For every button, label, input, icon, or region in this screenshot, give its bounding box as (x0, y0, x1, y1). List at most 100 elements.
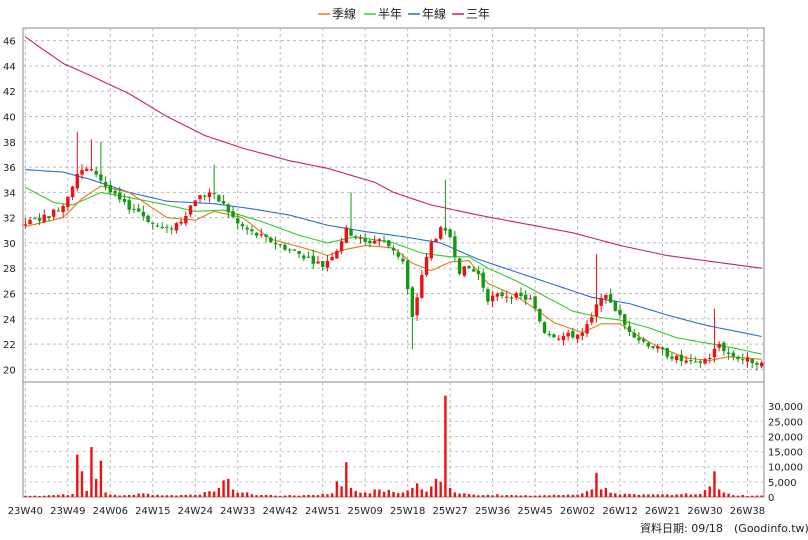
candle-body (283, 244, 287, 250)
candle-body (155, 225, 160, 227)
volume-bar (330, 493, 334, 497)
volume-bar (161, 495, 164, 497)
candle-body (240, 224, 245, 227)
candle-body (660, 347, 665, 350)
candle-body (693, 361, 698, 363)
volume-bar (609, 492, 612, 497)
candle-body (94, 170, 98, 175)
candle-body (656, 346, 660, 349)
volume-bar (538, 495, 542, 497)
candle-body (236, 218, 240, 224)
volume-bar (694, 494, 697, 497)
candle-body (566, 332, 570, 337)
candle-body (127, 200, 131, 210)
volume-bar (472, 494, 475, 497)
legend-label: 半年 (378, 7, 402, 21)
candle-body (66, 196, 70, 208)
candle-body (207, 192, 212, 197)
candle-body (221, 201, 226, 204)
candlesticks (23, 131, 764, 371)
volume-bar (43, 495, 46, 497)
candle-body (684, 360, 688, 363)
candle-body (47, 216, 51, 219)
volume-bar (316, 495, 320, 497)
candle-body (627, 326, 632, 332)
volume-bar (104, 492, 107, 497)
candle-body (448, 229, 452, 238)
volume-bar (189, 494, 192, 497)
volume-bar (746, 495, 749, 497)
candle-body (188, 205, 193, 215)
candle-body (453, 236, 457, 257)
volume-bar (151, 495, 154, 497)
volume-bar (430, 486, 433, 497)
candle-body (495, 293, 500, 297)
volume-bar (590, 489, 593, 497)
candle-body (613, 301, 618, 311)
volume-bar (548, 495, 551, 497)
candle-body (269, 237, 273, 243)
price-tick-label: 40 (3, 113, 16, 124)
volume-bar (38, 495, 41, 497)
volume-bar (378, 489, 381, 497)
candle-body (330, 256, 334, 261)
volume-bar (66, 495, 70, 497)
volume-bar (236, 492, 239, 497)
price-tick-label: 38 (3, 138, 16, 149)
candle-body (561, 335, 566, 341)
candle-body (523, 294, 528, 300)
candle-body (85, 168, 89, 171)
volume-bar (61, 494, 65, 497)
candle-body (387, 240, 391, 247)
volume-bar (675, 494, 678, 497)
volume-bar (340, 486, 343, 497)
volume-bar (382, 491, 386, 497)
volume-bar (94, 478, 98, 497)
candle-body (490, 295, 495, 302)
volume-bar (566, 494, 570, 497)
candle-body (28, 219, 32, 225)
candle-body (674, 355, 679, 360)
candle-body (80, 169, 84, 175)
volume-bar (732, 495, 735, 497)
volume-bar (533, 495, 537, 497)
volume-bar (194, 494, 197, 497)
time-tick-label: 26W21 (645, 506, 680, 517)
candle-body (75, 173, 79, 189)
volume-bar (585, 491, 589, 497)
volume-bar (699, 493, 702, 497)
volume-bar (623, 493, 626, 497)
candle-body (141, 211, 146, 217)
candle-body (391, 248, 396, 251)
time-tick-label: 23W40 (8, 506, 43, 517)
candle-body (217, 195, 221, 202)
volume-tick-label: 5,000 (768, 478, 797, 489)
time-tick-label: 24W51 (305, 506, 340, 517)
candle-body (198, 195, 202, 200)
volume-bar (599, 489, 603, 497)
volume-bar (212, 491, 216, 497)
candle-body (99, 174, 103, 181)
volume-bar (751, 495, 754, 497)
candle-body (354, 237, 358, 239)
candle-body (377, 239, 382, 242)
volume-bar (274, 495, 277, 497)
volume-bar (392, 491, 395, 497)
volume-bar (448, 487, 452, 497)
time-tick-label: 26W38 (730, 506, 765, 517)
volume-bar (269, 494, 272, 497)
volume-bar (373, 489, 376, 497)
volume-bar (736, 495, 740, 497)
candle-body (424, 256, 429, 275)
volume-bar (165, 495, 169, 497)
volume-bar (307, 494, 310, 497)
candle-body (108, 184, 113, 193)
candle-body (122, 198, 127, 202)
volume-bar (463, 493, 466, 497)
volume-bar (297, 495, 301, 497)
candle-body (382, 240, 386, 242)
ma-3y-line (25, 36, 762, 269)
price-tick-label: 22 (3, 340, 16, 351)
volume-bar (571, 494, 575, 497)
volume-bar (642, 494, 645, 497)
